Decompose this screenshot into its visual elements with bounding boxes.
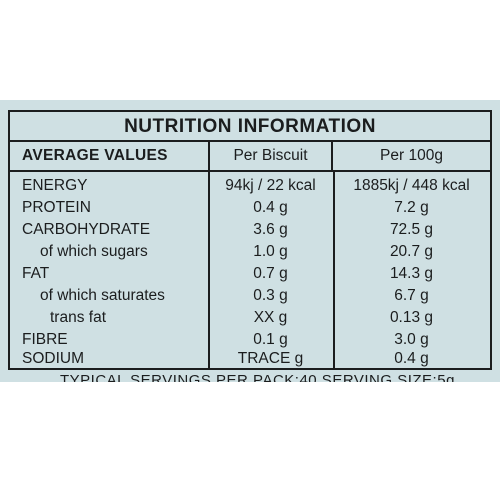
per-100g-value: 20.7 g — [389, 243, 434, 260]
row-label: SODIUM — [22, 350, 84, 367]
table-row: of which saturates 0.3 g 6.7 g — [10, 285, 490, 307]
nutrition-table: NUTRITION INFORMATION AVERAGE VALUES Per… — [8, 110, 492, 370]
per-100g-value: 3.0 g — [394, 331, 429, 348]
row-label: of which sugars — [40, 243, 148, 260]
row-label: FIBRE — [22, 331, 68, 348]
header-average-values: AVERAGE VALUES — [10, 142, 208, 172]
header-per-biscuit: Per Biscuit — [208, 142, 333, 172]
table-row: FIBRE 0.1 g 3.0 g — [10, 329, 490, 351]
per-biscuit-value: 94kj / 22 kcal — [225, 177, 316, 194]
row-label: ENERGY — [22, 177, 88, 194]
row-label: PROTEIN — [22, 199, 91, 216]
per-100g-value: 72.5 g — [389, 221, 434, 238]
column-divider — [208, 172, 210, 368]
table-row: FAT 0.7 g 14.3 g — [10, 263, 490, 285]
per-100g-value: 7.2 g — [394, 199, 429, 216]
table-row: of which sugars 1.0 g 20.7 g — [10, 241, 490, 263]
per-biscuit-value: 0.4 g — [253, 199, 288, 216]
column-divider — [333, 172, 335, 368]
per-100g-value: 14.3 g — [389, 265, 434, 282]
per-100g-value: 0.13 g — [389, 309, 434, 326]
serving-info: TYPICAL SERVINGS PER PACK:40 SERVING SIZ… — [60, 372, 455, 382]
table-row: PROTEIN 0.4 g 7.2 g — [10, 197, 490, 219]
per-biscuit-value: 1.0 g — [253, 243, 288, 260]
row-label: trans fat — [50, 309, 106, 326]
row-label: of which saturates — [40, 287, 165, 304]
table-row: CARBOHYDRATE 3.6 g 72.5 g — [10, 219, 490, 241]
per-100g-value: 1885kj / 448 kcal — [353, 177, 470, 194]
table-title: NUTRITION INFORMATION — [10, 112, 490, 142]
per-biscuit-value: 0.1 g — [253, 331, 288, 348]
per-biscuit-value: 0.3 g — [253, 287, 288, 304]
row-label: FAT — [22, 265, 50, 282]
per-100g-value: 0.4 g — [394, 350, 429, 367]
per-biscuit-value: XX g — [253, 309, 288, 326]
table-row: ENERGY 94kj / 22 kcal 1885kj / 448 kcal — [10, 175, 490, 197]
per-biscuit-value: TRACE g — [237, 350, 304, 367]
nutrition-label: NUTRITION INFORMATION AVERAGE VALUES Per… — [0, 100, 500, 382]
per-biscuit-value: 0.7 g — [253, 265, 288, 282]
per-100g-value: 6.7 g — [394, 287, 429, 304]
row-label: CARBOHYDRATE — [22, 221, 151, 238]
table-row: trans fat XX g 0.13 g — [10, 307, 490, 329]
table-row: SODIUM TRACE g 0.4 g — [10, 348, 490, 370]
per-biscuit-value: 3.6 g — [253, 221, 288, 238]
header-per-100g: Per 100g — [333, 142, 490, 172]
